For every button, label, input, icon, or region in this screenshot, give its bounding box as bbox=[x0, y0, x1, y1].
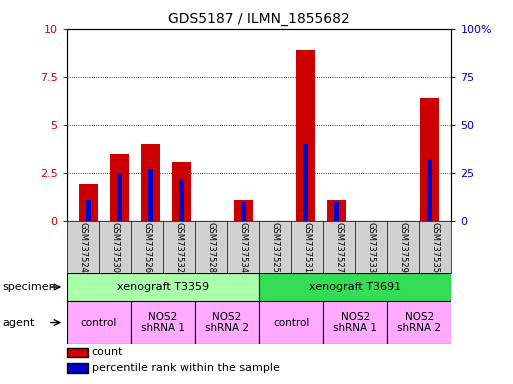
Text: GSM737528: GSM737528 bbox=[206, 222, 215, 273]
Text: GSM737533: GSM737533 bbox=[367, 222, 376, 273]
Bar bbox=[387, 301, 451, 344]
Text: GSM737530: GSM737530 bbox=[110, 222, 120, 273]
Bar bbox=[79, 184, 97, 221]
Text: GSM737524: GSM737524 bbox=[78, 222, 87, 273]
Bar bbox=[110, 154, 129, 221]
Bar bbox=[172, 162, 191, 221]
Text: GSM737527: GSM737527 bbox=[334, 222, 344, 273]
Bar bbox=[323, 301, 387, 344]
Text: agent: agent bbox=[3, 318, 35, 328]
Bar bbox=[117, 173, 122, 221]
Text: control: control bbox=[273, 318, 309, 328]
Bar bbox=[148, 169, 153, 221]
Text: NOS2
shRNA 2: NOS2 shRNA 2 bbox=[398, 312, 441, 333]
Text: xenograft T3691: xenograft T3691 bbox=[309, 282, 401, 292]
Bar bbox=[234, 200, 253, 221]
Text: GSM737534: GSM737534 bbox=[239, 222, 248, 273]
Text: NOS2
shRNA 2: NOS2 shRNA 2 bbox=[205, 312, 249, 333]
Bar bbox=[327, 200, 346, 221]
Text: GSM737532: GSM737532 bbox=[174, 222, 184, 273]
Bar bbox=[297, 50, 315, 221]
Bar bbox=[195, 301, 259, 344]
Text: GSM737526: GSM737526 bbox=[142, 222, 151, 273]
Text: NOS2
shRNA 1: NOS2 shRNA 1 bbox=[141, 312, 185, 333]
Text: NOS2
shRNA 1: NOS2 shRNA 1 bbox=[333, 312, 377, 333]
Text: count: count bbox=[92, 348, 123, 358]
FancyBboxPatch shape bbox=[67, 348, 88, 358]
Bar bbox=[141, 144, 160, 221]
Bar bbox=[86, 200, 91, 221]
Bar bbox=[67, 301, 131, 344]
FancyBboxPatch shape bbox=[67, 363, 88, 373]
Bar bbox=[179, 179, 184, 221]
Title: GDS5187 / ILMN_1855682: GDS5187 / ILMN_1855682 bbox=[168, 12, 350, 26]
Bar bbox=[303, 144, 308, 221]
Text: GSM737525: GSM737525 bbox=[270, 222, 280, 273]
Bar bbox=[131, 301, 195, 344]
Bar bbox=[421, 98, 439, 221]
Text: xenograft T3359: xenograft T3359 bbox=[117, 282, 209, 292]
Bar bbox=[241, 202, 246, 221]
Bar bbox=[259, 273, 451, 301]
Text: percentile rank within the sample: percentile rank within the sample bbox=[92, 363, 280, 373]
Bar bbox=[334, 202, 339, 221]
Bar bbox=[259, 301, 323, 344]
Bar bbox=[427, 159, 432, 221]
Text: GSM737535: GSM737535 bbox=[431, 222, 440, 273]
Text: specimen: specimen bbox=[3, 282, 56, 292]
Bar bbox=[67, 273, 259, 301]
Text: control: control bbox=[81, 318, 117, 328]
Text: GSM737531: GSM737531 bbox=[303, 222, 312, 273]
Text: GSM737529: GSM737529 bbox=[399, 222, 408, 273]
